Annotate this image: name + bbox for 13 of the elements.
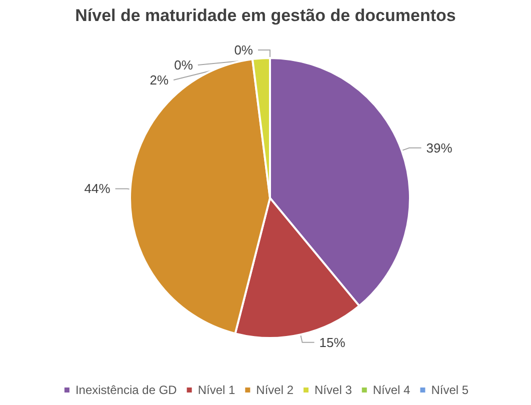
- legend-label: Nível 3: [314, 383, 352, 397]
- legend-label: Nível 5: [431, 383, 469, 397]
- data-label: 2%: [150, 72, 170, 88]
- chart-title: Nível de maturidade em gestão de documentos: [75, 6, 456, 25]
- legend-label: Nível 2: [256, 383, 294, 397]
- legend-label: Inexistência de GD: [75, 383, 178, 397]
- legend-label: Nível 1: [198, 383, 236, 397]
- legend-label: Nível 4: [372, 383, 411, 397]
- data-label: 39%: [426, 140, 453, 156]
- text: 0%: [174, 58, 193, 72]
- data-label: 15%: [319, 334, 346, 350]
- text: 0%: [234, 42, 253, 58]
- data-label: 44%: [84, 181, 111, 196]
